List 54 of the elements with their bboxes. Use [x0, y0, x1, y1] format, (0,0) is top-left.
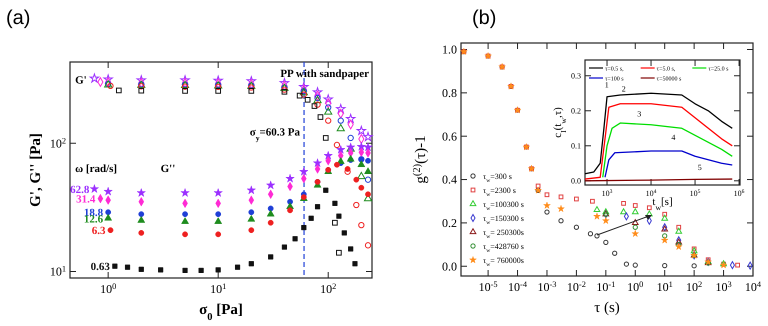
y-tick-label: 0.2	[442, 216, 457, 230]
chart-title: (a)	[6, 7, 30, 29]
series-label: 62.8	[70, 184, 90, 196]
x-tick-label: 10$^{4}$	[744, 280, 762, 294]
legend-label: τ$_{w}$=428760 s	[483, 242, 524, 254]
annotation: 4	[671, 133, 676, 142]
x-tick-label: 10$^{-1}$	[596, 280, 616, 294]
x-tick-label: 10$^{-3}$	[537, 280, 556, 294]
y-tick-label: 0.0	[442, 259, 457, 274]
series-label: 31.4	[76, 194, 96, 206]
y-tick-label: 0.1	[571, 142, 581, 151]
y-tick-label: 0.8	[442, 86, 457, 100]
y-axis-title: G', G'' [Pa]	[28, 133, 44, 207]
x-tick-label: 10$^{-2}$	[566, 280, 586, 294]
legend-label: τ$_{w}$= 760000s	[483, 256, 524, 268]
x-tick-label: 10$^{3}$	[602, 189, 613, 198]
y-tick-label: 1.0	[442, 42, 457, 57]
x-tick-label: 10$^{2}$	[686, 280, 702, 294]
x-tick-label: 10$^{1}$	[656, 280, 673, 294]
x-axis-title: σ$_{0}$ [Pa]	[199, 302, 243, 322]
x-tick-label: 10$^{5}$	[690, 189, 701, 198]
annotation: G'	[75, 74, 87, 87]
y-tick-label: 0.6	[442, 129, 457, 144]
legend-label: τ$_{w}$=100300 s	[483, 200, 524, 212]
annotation: ω [rad/s]	[75, 163, 118, 176]
legend-label: τ$_{w}$=150300 s	[483, 214, 524, 226]
legend-label: τ$_{w}$=300 s	[483, 172, 512, 184]
x-tick-label: 10$^{-5}$	[478, 280, 498, 294]
x-tick-label: 10$^{4}$	[646, 189, 657, 198]
annotation: 3	[637, 109, 642, 118]
x-tick-label: 10$^{6}$	[734, 189, 745, 198]
y-tick-label: 0.2	[571, 106, 581, 116]
chart-title: (b)	[472, 7, 496, 29]
x-axis-title: τ (s)	[594, 300, 620, 316]
annotation: G''	[160, 163, 176, 176]
x-tick-label: 10$^{-4}$	[508, 280, 528, 294]
annotation: 1	[604, 80, 609, 90]
legend-label: τ$_{w}$=2300 s	[483, 186, 516, 198]
annotation: 2	[622, 84, 626, 94]
series-label: 6.3	[92, 225, 106, 238]
ref-line-label: σ$_{y}$=60.3 Pa	[250, 126, 301, 142]
x-tick-label: 10$^{3}$	[715, 280, 732, 294]
y-tick-label: 0.0	[571, 176, 581, 186]
x-tick-label: 10$^{2}$	[320, 282, 336, 296]
annotation: PP with sandpaper	[280, 68, 370, 80]
y-tick-label: 0.4	[442, 172, 457, 187]
legend-label: τ$_{w}$= 250300s	[483, 228, 524, 240]
series-label: 0.63	[90, 261, 110, 274]
x-tick-label: 10$^{0}$	[627, 280, 644, 294]
y-tick-label: 0.3	[571, 72, 581, 81]
x-tick-label: 10$^{0}$	[100, 282, 116, 296]
x-tick-label: 10$^{1}$	[210, 282, 226, 296]
annotation: 5	[698, 163, 702, 172]
x-axis-title: t$_{w}$[s]	[652, 196, 673, 212]
